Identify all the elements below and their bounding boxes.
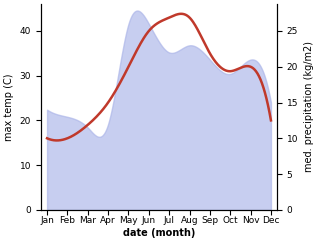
Y-axis label: med. precipitation (kg/m2): med. precipitation (kg/m2) (304, 41, 314, 173)
X-axis label: date (month): date (month) (123, 228, 195, 238)
Y-axis label: max temp (C): max temp (C) (4, 73, 14, 141)
